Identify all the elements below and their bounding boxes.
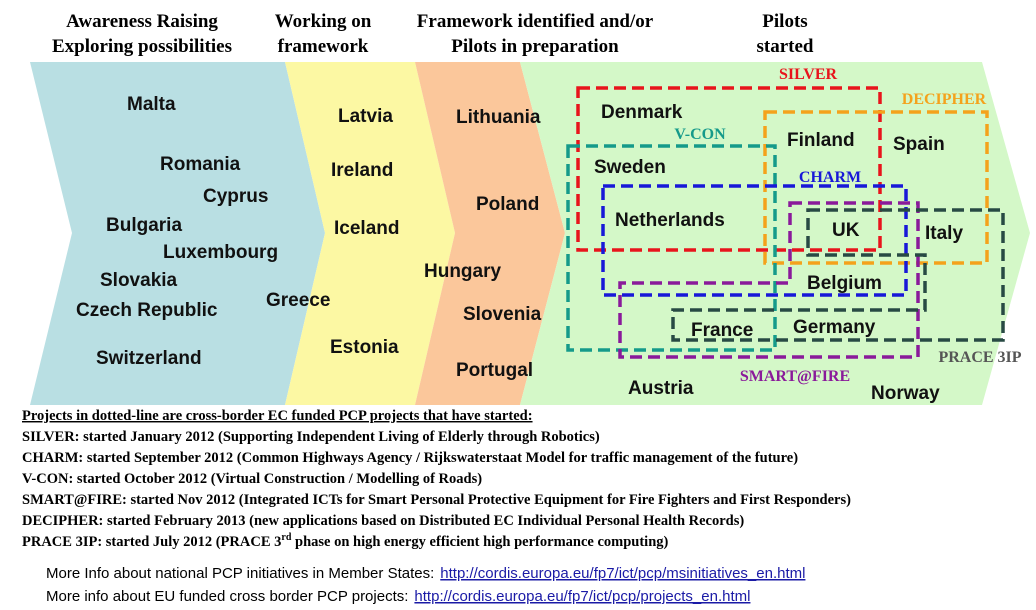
country: Austria: [628, 378, 694, 399]
project-box: [601, 184, 908, 297]
country: Finland: [787, 130, 855, 151]
country: Netherlands: [615, 210, 725, 231]
project-label: SILVER: [779, 66, 838, 83]
stage-arrow: [285, 62, 455, 405]
info-url[interactable]: http://cordis.europa.eu/fp7/ict/pcp/proj…: [414, 588, 750, 605]
country: Poland: [476, 194, 539, 215]
stage-header: Awareness Raising: [66, 11, 218, 32]
note-item: CHARM: started September 2012 (Common Hi…: [22, 450, 798, 466]
note-item: SILVER: started January 2012 (Supporting…: [22, 429, 600, 445]
info-text: More Info about national PCP initiatives…: [46, 565, 434, 582]
country: Latvia: [338, 106, 393, 127]
project-label: DECIPHER: [902, 91, 987, 108]
country: Luxembourg: [163, 242, 278, 263]
note-text: PRACE 3IP: started July 2012 (PRACE 3: [22, 534, 281, 550]
stage-header: framework: [278, 36, 369, 57]
country: Malta: [127, 94, 176, 115]
country: Denmark: [601, 102, 683, 123]
note-item: V-CON: started October 2012 (Virtual Con…: [22, 471, 482, 487]
notes-heading: Projects in dotted-line are cross-border…: [22, 408, 533, 424]
country: Romania: [160, 154, 241, 175]
project-label: CHARM: [799, 169, 861, 186]
stage-header: Pilots: [762, 11, 807, 32]
country: Slovakia: [100, 270, 178, 291]
project-box: [576, 86, 882, 252]
country: Czech Republic: [76, 300, 218, 321]
note-text: phase on high energy efficient high perf…: [291, 534, 668, 550]
stage-header: Working on: [275, 11, 372, 32]
stage-header: Exploring possibilities: [52, 36, 232, 57]
country: Slovenia: [463, 304, 542, 325]
note-superscript: rd: [281, 532, 291, 543]
info-text: More info about EU funded cross border P…: [46, 588, 408, 605]
country: Cyprus: [203, 186, 268, 207]
country: Switzerland: [96, 348, 202, 369]
country: Hungary: [424, 261, 502, 282]
info-url[interactable]: http://cordis.europa.eu/fp7/ict/pcp/msin…: [440, 565, 805, 582]
note-item: SMART@FIRE: started Nov 2012 (Integrated…: [22, 492, 851, 508]
project-box: [618, 201, 920, 359]
country: Italy: [925, 223, 963, 244]
project-label: PRACE 3IP: [938, 349, 1021, 366]
project-box: [671, 208, 1005, 342]
stage-header: started: [757, 36, 814, 57]
note-item: DECIPHER: started February 2013 (new app…: [22, 513, 744, 529]
country: Ireland: [331, 160, 393, 181]
project-label: SMART@FIRE: [740, 368, 850, 385]
country: Norway: [871, 383, 940, 404]
country: Germany: [793, 317, 876, 338]
info-line: More Info about national PCP initiatives…: [46, 565, 805, 582]
country: Estonia: [330, 337, 399, 358]
project-label: V-CON: [674, 126, 726, 143]
country: Iceland: [334, 218, 399, 239]
country: Lithuania: [456, 107, 541, 128]
country: Spain: [893, 134, 945, 155]
country: Bulgaria: [106, 215, 182, 236]
country: Portugal: [456, 360, 533, 381]
country: Greece: [266, 290, 330, 311]
stage-header: Framework identified and/or: [417, 11, 654, 32]
country: UK: [832, 220, 860, 241]
country: Belgium: [807, 273, 882, 294]
country: Sweden: [594, 157, 666, 178]
stage-arrow: [415, 62, 565, 405]
project-box: [566, 144, 777, 352]
info-line: More info about EU funded cross border P…: [46, 588, 750, 605]
stage-header: Pilots in preparation: [451, 36, 619, 57]
note-item: PRACE 3IP: started July 2012 (PRACE 3rd …: [22, 532, 669, 550]
country: France: [691, 320, 753, 341]
stage-arrow: [30, 62, 325, 405]
